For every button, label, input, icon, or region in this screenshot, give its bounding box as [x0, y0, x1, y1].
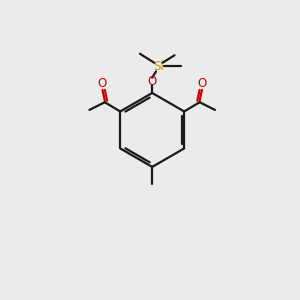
Text: Si: Si	[153, 59, 164, 73]
Text: O: O	[148, 75, 157, 88]
Text: O: O	[98, 77, 107, 90]
Text: O: O	[197, 77, 207, 90]
